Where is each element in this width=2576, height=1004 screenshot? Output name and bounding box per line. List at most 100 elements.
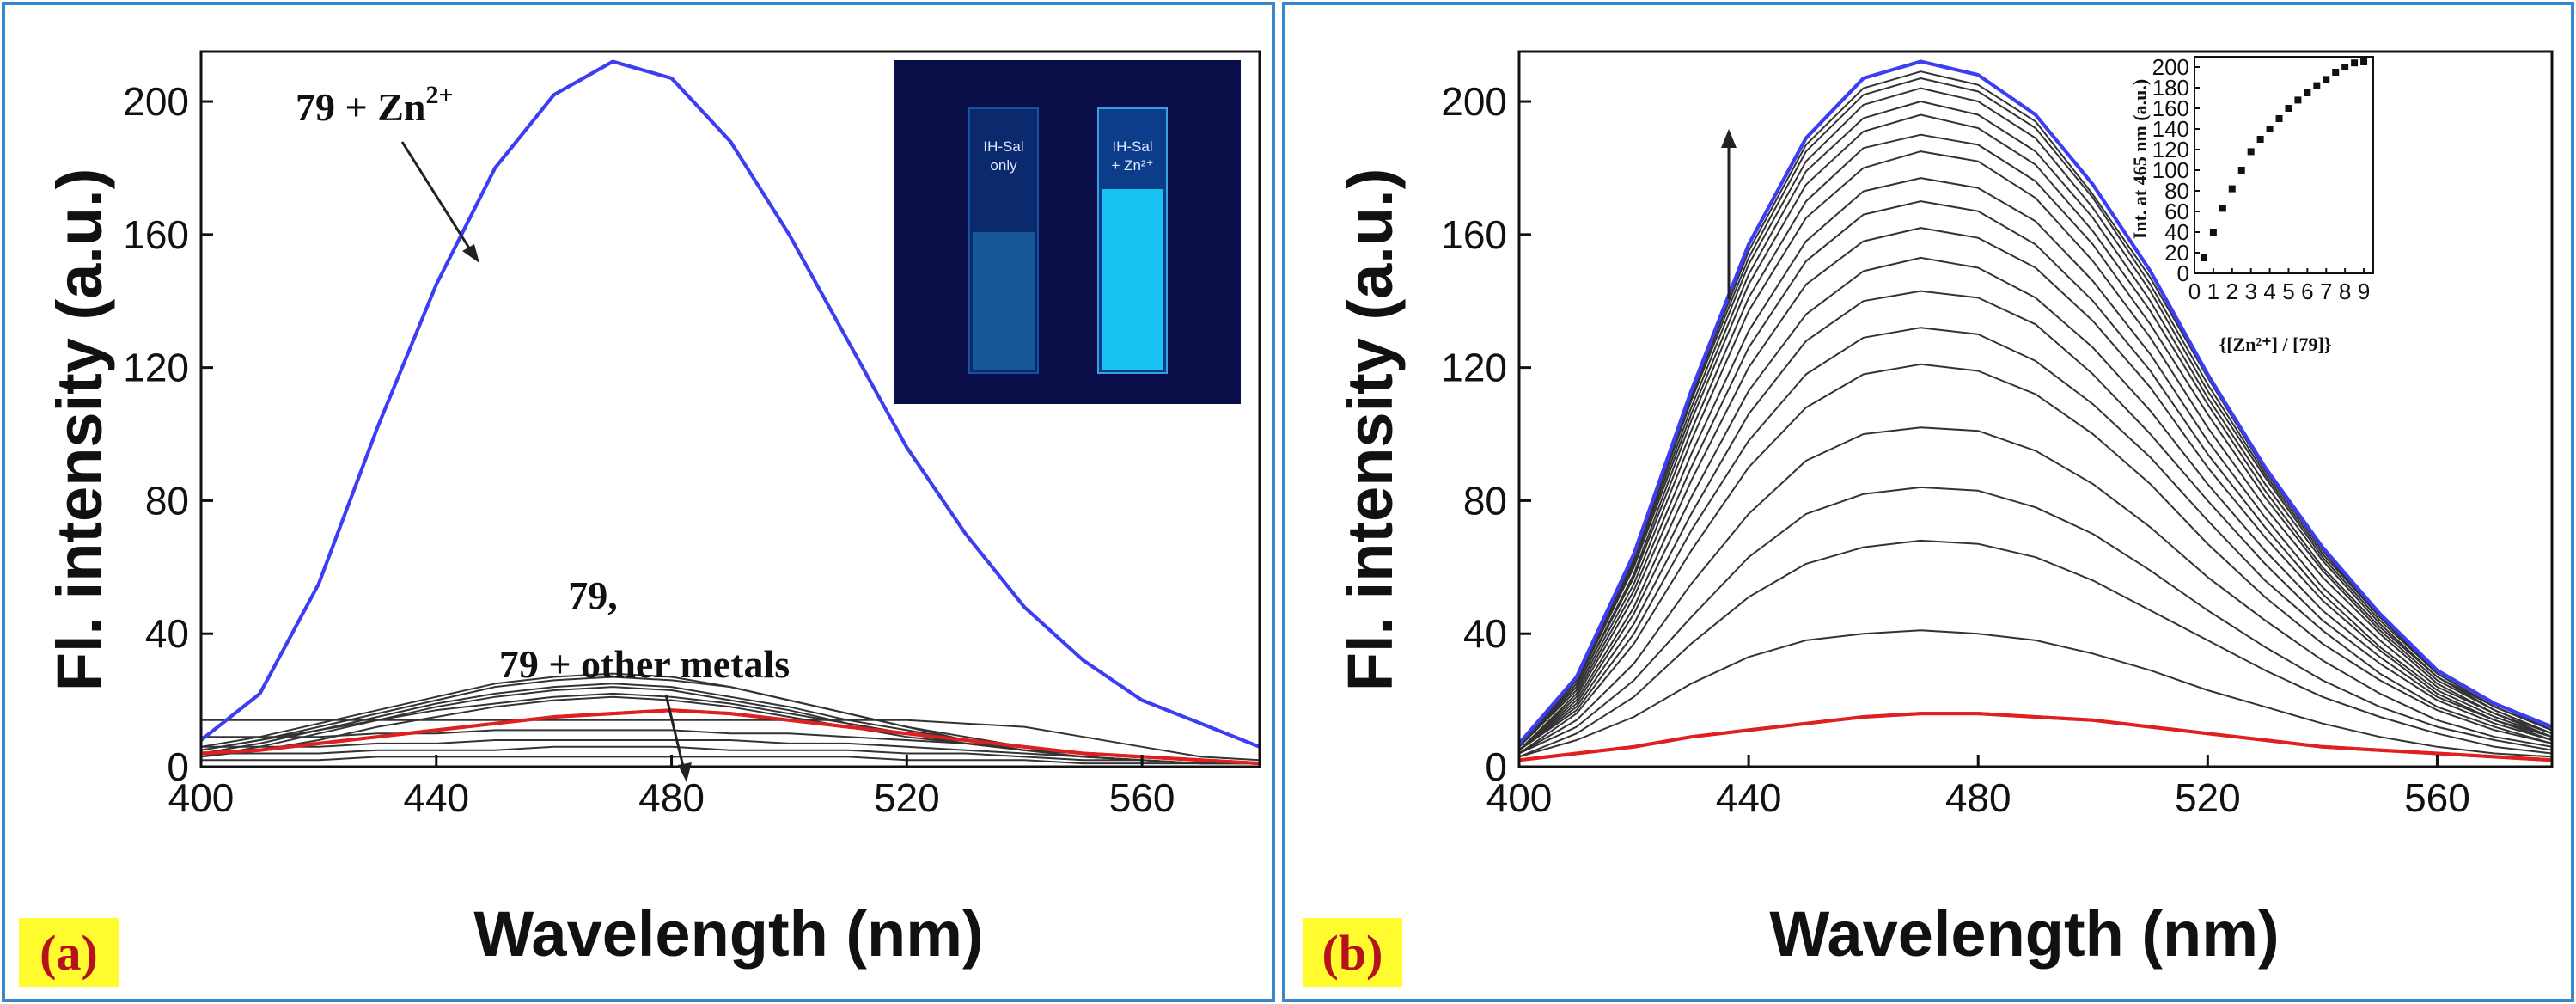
panel-a-series-10 [201, 739, 1260, 765]
panel-b-series-5 [1518, 363, 2553, 755]
panel-b-series-9 [1518, 227, 2553, 751]
inset-x-tick-label: 2 [2226, 279, 2238, 304]
panel-a-series-8 [201, 719, 1261, 762]
inset-point [2304, 89, 2311, 96]
zn-arrow [400, 141, 476, 257]
inset-point [2266, 126, 2274, 132]
inset-y-label: Int. at 465 nm (a.u.) [2129, 79, 2151, 239]
cuvette-right-label-1: IH-Sal [1112, 138, 1152, 155]
panel-b-series-11 [1518, 177, 2553, 751]
others-annotation-line2: 79 + other metals [499, 642, 790, 686]
inset-y-tick-label: 160 [2152, 95, 2189, 121]
inset-point [2237, 167, 2245, 174]
inset-x-tick-label: 3 [2244, 279, 2256, 304]
panel-b-tag: (b) [1322, 925, 1383, 981]
panel-a-series-1-top [200, 708, 1261, 766]
inset-x-tick-label: 5 [2282, 279, 2294, 304]
panel-b-axes-frame [1517, 50, 2554, 768]
panel-b-series-15 [1518, 101, 2553, 748]
panel-a-series-0-top [199, 59, 1261, 749]
panel-a-y-tick-label: 160 [123, 212, 189, 257]
panel-b-series-19-top [1517, 59, 2553, 745]
inset-point [2247, 148, 2255, 156]
panel-b-y-tick-label: 160 [1441, 212, 1507, 257]
cuvette-left-glow [973, 232, 1035, 370]
inset-point [2332, 69, 2340, 76]
inset-y-tick-label: 100 [2152, 157, 2189, 183]
increase-arrow-head [1721, 129, 1737, 148]
inset-y-tick-label: 40 [2164, 219, 2189, 245]
panel-b-x-tick-label: 440 [1716, 775, 1782, 820]
panel-a-series-11 [201, 745, 1260, 765]
panel-a-y-tick-label: 40 [145, 611, 189, 656]
zn-annotation-sup: 2+ [425, 81, 453, 109]
panel-a-y-tick-label: 80 [145, 478, 189, 523]
panel-b-series-2 [1518, 539, 2553, 758]
panel-b-series-1 [1518, 629, 2553, 758]
others-arrow [664, 694, 687, 774]
inset-point [2219, 205, 2226, 212]
inset-point [2294, 96, 2302, 104]
panel-b-series-14 [1518, 113, 2553, 748]
cuvette-left-label-1: IH-Sal [983, 138, 1023, 155]
panel-b-y-tick-label: 40 [1463, 611, 1507, 656]
panel-b-tag-box [1303, 918, 1402, 987]
panel-b-y-tick-label: 120 [1441, 346, 1507, 390]
inset-point [2360, 58, 2368, 65]
panel-a-x-tick-label: 520 [874, 775, 940, 820]
inset-photo: IH-Sal only IH-Sal + Zn²⁺ [894, 60, 1241, 404]
inset-y-tick-label: 60 [2164, 199, 2189, 224]
panel-a-x-tick-label: 560 [1109, 775, 1175, 820]
inset-point [2228, 185, 2236, 193]
panel-a-x-tick-label: 480 [638, 775, 705, 820]
inset-point [2209, 229, 2217, 236]
panel-b-y-tick-label: 80 [1463, 478, 1507, 523]
zn-annotation-base: 79 + Zn [296, 85, 425, 129]
inset-y-tick-label: 0 [2177, 260, 2189, 286]
others-annotation-line1: 79, [568, 573, 618, 617]
panel-b-x-tick-label: 560 [2404, 775, 2470, 820]
y-axis-label-b: Fl. intensity (a.u.) [1334, 168, 1406, 691]
inset-x-tick-label: 8 [2339, 279, 2351, 304]
inset-x-tick-label: 4 [2263, 279, 2275, 304]
cuvette-left-label-2: only [990, 157, 1017, 174]
inset-point [2313, 82, 2321, 89]
panel-b-x-tick-label: 520 [2175, 775, 2241, 820]
inset-point [2341, 64, 2349, 70]
panel-a-axes-frame [199, 50, 1261, 768]
panel-b-y-tick-label: 200 [1441, 79, 1507, 124]
panel-b-series-4 [1518, 426, 2553, 755]
panel-b-series-13 [1518, 133, 2553, 748]
panel-b-series-0-top [1518, 712, 2553, 762]
inset-y-tick-label: 20 [2164, 240, 2189, 266]
panel-b-series-8 [1518, 256, 2553, 751]
inset-y-tick-label: 180 [2152, 75, 2189, 101]
panel-a-tag-box [19, 918, 119, 987]
panel-b-series-3 [1518, 486, 2553, 755]
panel-b-x-tick-label: 400 [1486, 775, 1553, 820]
inset-x-tick-label: 0 [2188, 279, 2201, 304]
inset-y-tick-label: 80 [2164, 178, 2189, 204]
zn-arrow-head [462, 244, 479, 263]
panel-a-series-12 [201, 756, 1260, 765]
panel-a-x-tick-label: 440 [403, 775, 469, 820]
zn-annotation: 79 + Zn2+ [296, 81, 454, 129]
cuvette-right-glow [1102, 189, 1163, 370]
others-arrow-head [678, 762, 692, 782]
inset-point [2351, 59, 2359, 67]
panel-a-x-tick-label: 400 [168, 775, 235, 820]
panel-b-series-7 [1518, 290, 2553, 751]
inset-axes-frame [2194, 56, 2374, 274]
panel-a-y-tick-label: 120 [123, 346, 189, 390]
inset-x-tick-label: 9 [2358, 279, 2370, 304]
inset-y-tick-label: 140 [2152, 116, 2189, 142]
x-axis-label-b: Wavelength (nm) [1769, 898, 2279, 970]
inset-point [2285, 105, 2292, 112]
inset-y-tick-label: 200 [2152, 54, 2189, 80]
inset-point [2275, 115, 2283, 122]
inset-point [2200, 254, 2207, 261]
inset-x-tick-label: 6 [2301, 279, 2313, 304]
